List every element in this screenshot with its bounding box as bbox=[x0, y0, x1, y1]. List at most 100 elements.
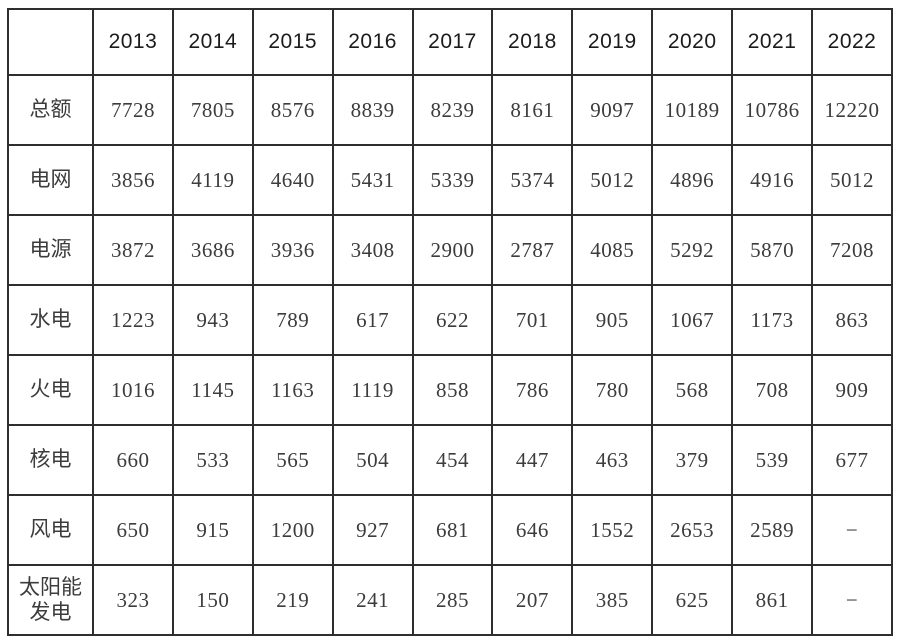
data-cell: 1145 bbox=[171, 354, 254, 426]
table-row: 太阳能发电 323 150 219 241 285 207 385 625 861− bbox=[7, 564, 893, 636]
data-cell: 533 bbox=[171, 424, 254, 496]
data-cell: 2900 bbox=[411, 214, 494, 286]
corner-cell bbox=[7, 8, 94, 76]
data-cell: 7805 bbox=[171, 74, 254, 146]
data-cell: 650 bbox=[92, 494, 174, 566]
data-cell: 858 bbox=[411, 354, 494, 426]
row-label: 太阳能发电 bbox=[7, 564, 94, 636]
data-cell: 385 bbox=[571, 564, 654, 636]
data-cell: 241 bbox=[331, 564, 414, 636]
data-cell: 150 bbox=[171, 564, 254, 636]
data-cell: 681 bbox=[411, 494, 494, 566]
data-cell: 786 bbox=[491, 354, 574, 426]
data-cell: 285 bbox=[411, 564, 494, 636]
data-cell: 1016 bbox=[92, 354, 174, 426]
data-cell: 1163 bbox=[251, 354, 334, 426]
data-cell: 504 bbox=[331, 424, 414, 496]
data-cell: − bbox=[811, 494, 893, 566]
data-cell: 8576 bbox=[251, 74, 334, 146]
data-cell: 3856 bbox=[92, 144, 174, 216]
data-cell: 219 bbox=[251, 564, 334, 636]
data-cell: 861 bbox=[731, 564, 814, 636]
data-cell: 2787 bbox=[491, 214, 574, 286]
year-column-header: 2015 bbox=[251, 8, 334, 76]
data-cell: 915 bbox=[171, 494, 254, 566]
table-row: 火电 1016 1145 1163 1119 858 786 780 568 708 909 bbox=[7, 354, 893, 426]
row-label: 火电 bbox=[7, 354, 94, 426]
data-cell: 4119 bbox=[171, 144, 254, 216]
data-cell: 646 bbox=[491, 494, 574, 566]
year-column-header: 2022 bbox=[811, 8, 893, 76]
data-cell: 905 bbox=[571, 284, 654, 356]
data-cell: 1173 bbox=[731, 284, 814, 356]
data-cell: 3936 bbox=[251, 214, 334, 286]
header-row: 2013 2014 2015 2016 2017 2018 2019 2020 2021 2022 bbox=[7, 8, 893, 76]
data-cell: 379 bbox=[651, 424, 734, 496]
data-cell: 780 bbox=[571, 354, 654, 426]
data-cell: 8239 bbox=[411, 74, 494, 146]
row-label: 核电 bbox=[7, 424, 94, 496]
data-cell: 5012 bbox=[571, 144, 654, 216]
data-cell: 4896 bbox=[651, 144, 734, 216]
data-cell: 909 bbox=[811, 354, 893, 426]
data-cell: 625 bbox=[651, 564, 734, 636]
data-cell: 5012 bbox=[811, 144, 893, 216]
table-row: 电源 3872 3686 3936 3408 2900 2787 4085 5292 5870 72… bbox=[7, 214, 893, 286]
table-row: 总额 7728 7805 8576 8839 8239 8161 9097 10189 10786… bbox=[7, 74, 893, 146]
row-label: 总额 bbox=[7, 74, 94, 146]
data-cell: 927 bbox=[331, 494, 414, 566]
data-cell: − bbox=[811, 564, 893, 636]
data-cell: 1223 bbox=[92, 284, 174, 356]
data-cell: 622 bbox=[411, 284, 494, 356]
year-column-header: 2017 bbox=[411, 8, 494, 76]
data-cell: 789 bbox=[251, 284, 334, 356]
data-cell: 701 bbox=[491, 284, 574, 356]
data-cell: 943 bbox=[171, 284, 254, 356]
row-label: 电源 bbox=[7, 214, 94, 286]
data-cell: 5374 bbox=[491, 144, 574, 216]
year-column-header: 2020 bbox=[651, 8, 734, 76]
data-cell: 4640 bbox=[251, 144, 334, 216]
year-column-header: 2019 bbox=[571, 8, 654, 76]
data-cell: 7208 bbox=[811, 214, 893, 286]
data-cell: 4085 bbox=[571, 214, 654, 286]
data-cell: 323 bbox=[92, 564, 174, 636]
year-column-header: 2013 bbox=[92, 8, 174, 76]
year-column-header: 2018 bbox=[491, 8, 574, 76]
data-cell: 565 bbox=[251, 424, 334, 496]
data-cell: 5431 bbox=[331, 144, 414, 216]
data-cell: 12220 bbox=[811, 74, 893, 146]
data-cell: 2589 bbox=[731, 494, 814, 566]
table-row: 风电 650 915 1200 927 681 646 1552 2653 2589− bbox=[7, 494, 893, 566]
data-cell: 617 bbox=[331, 284, 414, 356]
data-cell: 677 bbox=[811, 424, 893, 496]
table-body: 总额 7728 7805 8576 8839 8239 8161 9097 10189 10786… bbox=[7, 74, 893, 636]
data-cell: 5870 bbox=[731, 214, 814, 286]
row-label: 风电 bbox=[7, 494, 94, 566]
data-cell: 1067 bbox=[651, 284, 734, 356]
year-column-header: 2016 bbox=[331, 8, 414, 76]
data-cell: 660 bbox=[92, 424, 174, 496]
data-cell: 8161 bbox=[491, 74, 574, 146]
data-cell: 708 bbox=[731, 354, 814, 426]
data-cell: 3872 bbox=[92, 214, 174, 286]
data-cell: 1119 bbox=[331, 354, 414, 426]
data-cell: 463 bbox=[571, 424, 654, 496]
table-row: 核电 660 533 565 504 454 447 463 379 539 677 bbox=[7, 424, 893, 496]
row-label: 电网 bbox=[7, 144, 94, 216]
data-cell: 5339 bbox=[411, 144, 494, 216]
year-column-header: 2014 bbox=[171, 8, 254, 76]
table-row: 水电 1223 943 789 617 622 701 905 1067 1173 863 bbox=[7, 284, 893, 356]
data-cell: 207 bbox=[491, 564, 574, 636]
data-cell: 10786 bbox=[731, 74, 814, 146]
data-cell: 447 bbox=[491, 424, 574, 496]
row-label: 水电 bbox=[7, 284, 94, 356]
data-cell: 2653 bbox=[651, 494, 734, 566]
data-cell: 10189 bbox=[651, 74, 734, 146]
table-row: 电网 3856 4119 4640 5431 5339 5374 5012 4896 4916 50… bbox=[7, 144, 893, 216]
year-column-header: 2021 bbox=[731, 8, 814, 76]
data-cell: 539 bbox=[731, 424, 814, 496]
data-cell: 3686 bbox=[171, 214, 254, 286]
data-cell: 863 bbox=[811, 284, 893, 356]
